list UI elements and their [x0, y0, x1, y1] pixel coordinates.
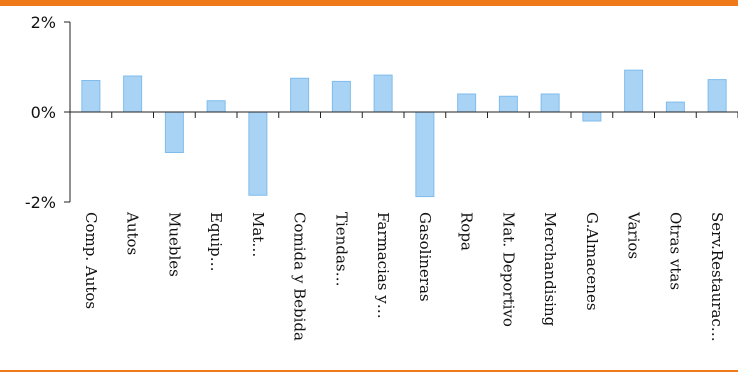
- x-tick-label: Tiendas…: [332, 212, 350, 287]
- bar: [123, 75, 143, 113]
- x-tick-label: Serv.Restaurac…: [708, 212, 726, 342]
- x-tick-label: Equip…: [207, 212, 225, 272]
- bar: [624, 69, 644, 113]
- x-tick-label: Muebles: [165, 212, 183, 277]
- bar: [665, 101, 685, 113]
- bar: [457, 93, 477, 113]
- y-tick-label: 2%: [31, 13, 56, 32]
- bar: [582, 111, 602, 122]
- bar: [373, 74, 393, 113]
- y-tick-label: -2%: [25, 193, 56, 212]
- x-tick-label: Merchandising: [541, 212, 559, 327]
- x-tick-label: G.Almacenes: [583, 212, 601, 311]
- x-tick-label: Farmacias y…: [374, 212, 392, 319]
- bar: [248, 111, 268, 196]
- bar: [206, 100, 226, 113]
- bar: [331, 80, 351, 113]
- x-tick-label: Mat…: [249, 212, 267, 257]
- bar: [540, 93, 560, 113]
- top-accent-band: [0, 0, 738, 6]
- x-tick-label: Varios: [625, 211, 643, 259]
- x-tick-label: Gasolineras: [416, 212, 434, 302]
- bar: [164, 111, 184, 153]
- bottom-accent-rule: [0, 370, 738, 372]
- bar: [498, 95, 518, 113]
- x-tick-label: Otras vtas: [666, 212, 684, 290]
- bar: [707, 79, 727, 113]
- bar: [415, 111, 435, 198]
- x-tick-label: Comp. Autos: [82, 212, 100, 309]
- x-tick-label: Ropa: [458, 212, 476, 251]
- x-tick-label: Mat. Deportivo: [499, 212, 517, 327]
- bar: [290, 77, 310, 113]
- bar: [81, 80, 101, 113]
- y-tick-label: 0%: [31, 103, 56, 122]
- x-tick-label: Comida y Bebida: [291, 212, 309, 341]
- x-tick-label: Autos: [124, 211, 142, 255]
